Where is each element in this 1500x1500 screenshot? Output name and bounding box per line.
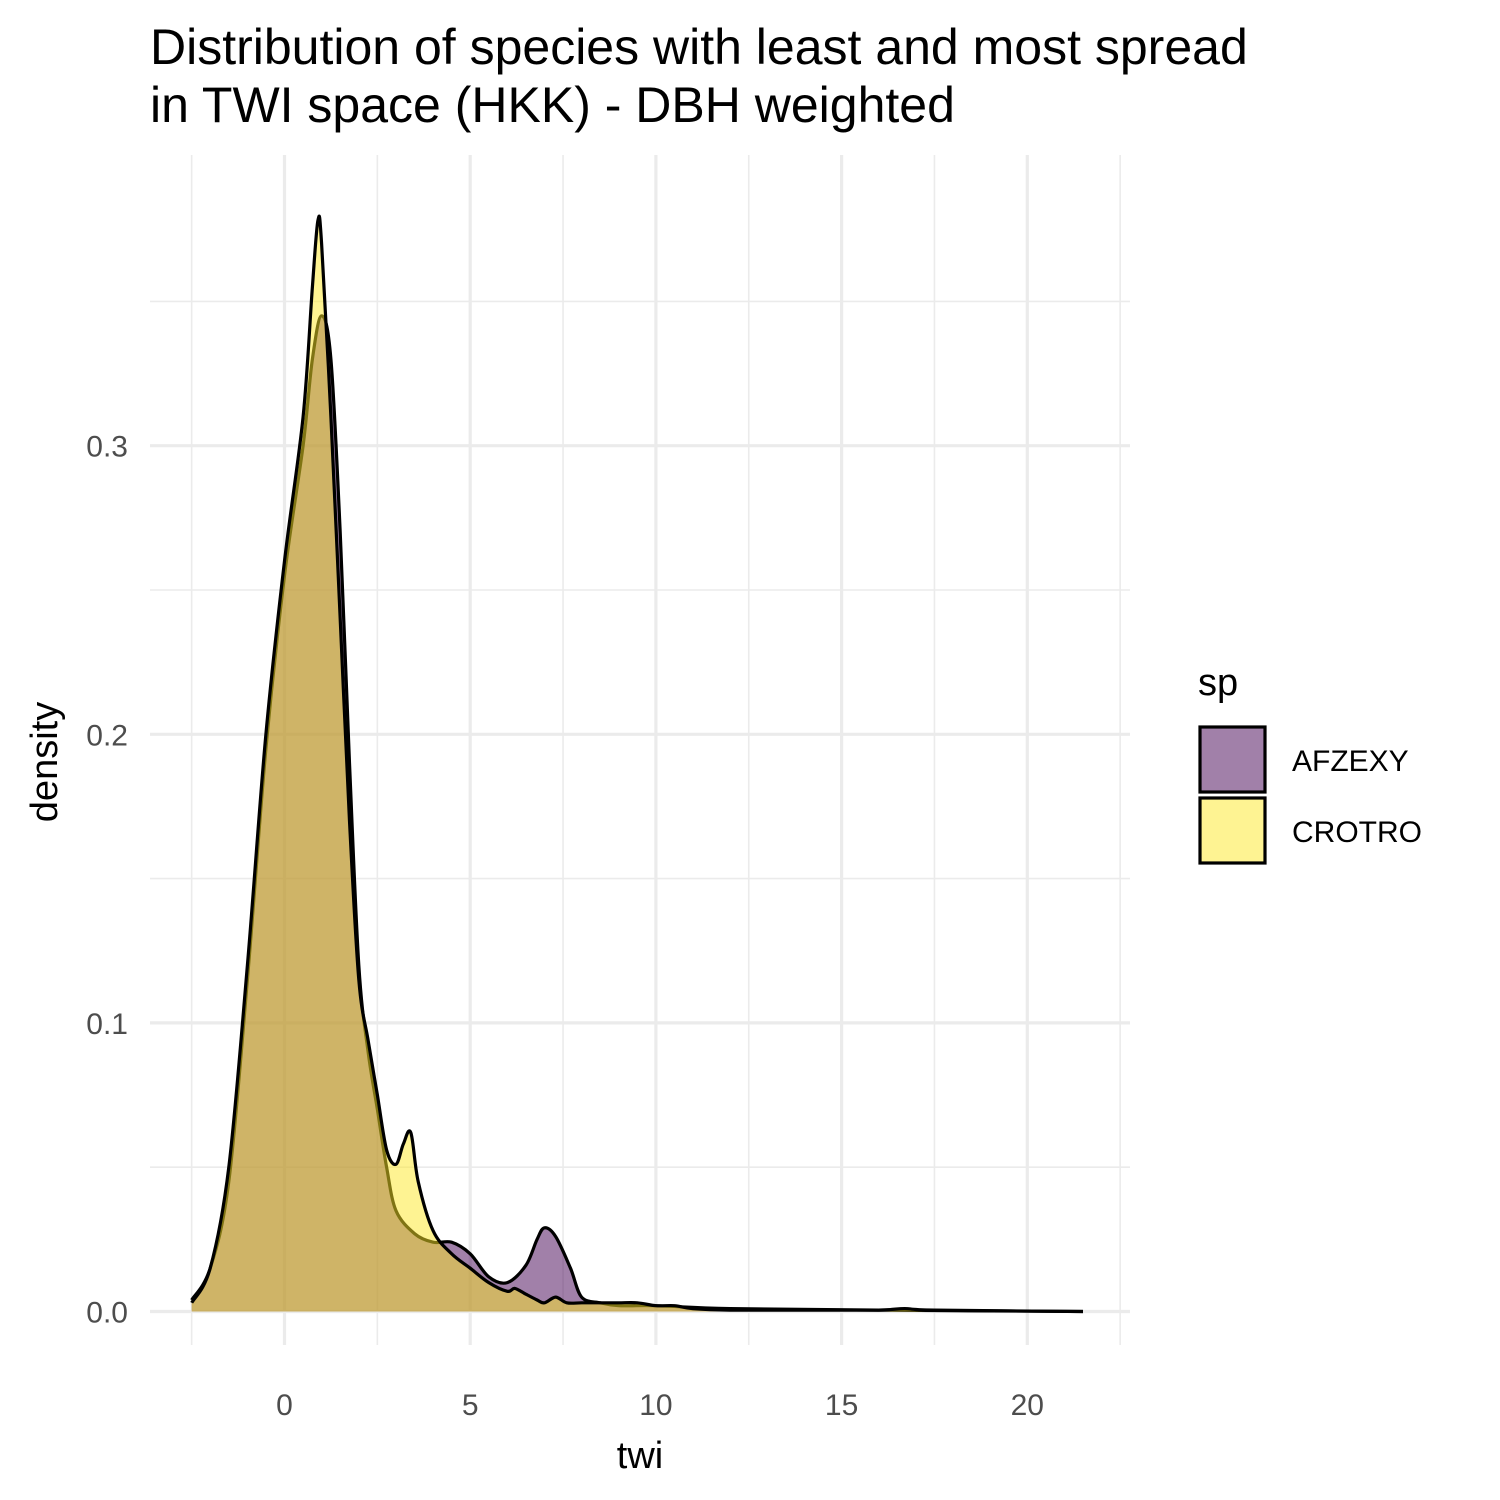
y-axis-title: density bbox=[24, 702, 66, 822]
x-axis-tick-labels: 0 5 10 15 20 bbox=[276, 1389, 1044, 1422]
legend: sp AFZEXY CROTRO bbox=[1198, 662, 1422, 865]
density-series bbox=[190, 214, 1084, 1314]
series-area-crotro bbox=[191, 216, 1083, 1312]
x-tick-label: 0 bbox=[276, 1389, 293, 1422]
chart-title-line-1: Distribution of species with least and m… bbox=[150, 19, 1248, 75]
legend-label: AFZEXY bbox=[1292, 745, 1409, 778]
legend-items: AFZEXY CROTRO bbox=[1198, 725, 1422, 865]
x-tick-label: 20 bbox=[1011, 1389, 1044, 1422]
x-tick-label: 5 bbox=[462, 1389, 479, 1422]
legend-label: CROTRO bbox=[1292, 816, 1422, 849]
y-tick-label: 0.1 bbox=[86, 1008, 128, 1041]
x-axis-title: twi bbox=[617, 1435, 663, 1477]
legend-title: sp bbox=[1198, 662, 1238, 704]
legend-key-afzexy bbox=[1198, 725, 1267, 794]
y-tick-label: 0.0 bbox=[86, 1297, 128, 1330]
series-line-crotro bbox=[190, 214, 1084, 1314]
chart-title-line-2: in TWI space (HKK) - DBH weighted bbox=[150, 77, 955, 133]
x-tick-label: 10 bbox=[639, 1389, 672, 1422]
x-tick-label: 15 bbox=[825, 1389, 858, 1422]
y-axis-tick-labels: 0.0 0.1 0.2 0.3 bbox=[86, 431, 128, 1330]
y-tick-label: 0.3 bbox=[86, 431, 128, 464]
legend-key-crotro bbox=[1198, 796, 1267, 865]
y-tick-label: 0.2 bbox=[86, 719, 128, 752]
